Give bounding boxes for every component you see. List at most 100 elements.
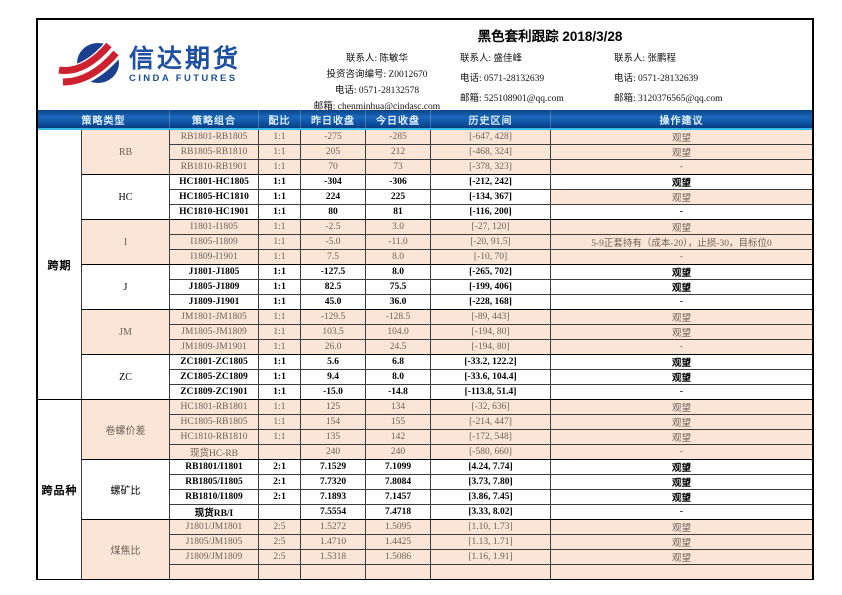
- cell-ratio: 2:1: [259, 490, 301, 505]
- cell-range: [1.10, 1.73]: [431, 520, 551, 535]
- cell-combo: J1801-J1805: [170, 265, 259, 280]
- cell-range: [-580, 660]: [431, 445, 551, 460]
- cell-advice: -: [551, 505, 812, 520]
- cell-today: 1.4425: [366, 535, 431, 550]
- group-label: 卷螺价差: [82, 400, 170, 460]
- cell-ratio: 2:5: [259, 550, 301, 565]
- cell-combo: HC1805-HC1810: [170, 190, 259, 205]
- column-header: 历史区间: [431, 110, 551, 128]
- contact-line: 邮箱: 3120376565@qq.com: [614, 94, 723, 104]
- cell-combo: HC1805-RB1805: [170, 415, 259, 430]
- cell-ratio: 1:1: [259, 205, 301, 220]
- cell-ratio: 1:1: [259, 190, 301, 205]
- cell-range: [1.16, 1.91]: [431, 550, 551, 565]
- cell-range: [-194, 80]: [431, 325, 551, 340]
- cell-ratio: 1:1: [259, 295, 301, 310]
- contact-line: 联系人: 张鹏程: [614, 54, 677, 64]
- cell-advice: 观望: [551, 415, 812, 430]
- column-header: 昨日收盘: [301, 110, 366, 128]
- cell-advice: 观望: [551, 175, 812, 190]
- cell-today: -128.5: [366, 310, 431, 325]
- cell-advice: 观望: [551, 220, 812, 235]
- cell-ratio: 1:1: [259, 280, 301, 295]
- cell-ratio: 1:1: [259, 250, 301, 265]
- cell-prev: 125: [301, 400, 366, 415]
- cell-range: [-228, 168]: [431, 295, 551, 310]
- cell-combo: ZC1801-ZC1805: [170, 355, 259, 370]
- cell-ratio: 1:1: [259, 340, 301, 355]
- brand-name-en: CINDA FUTURES: [129, 73, 238, 84]
- cell-range: [3.73, 7.80]: [431, 475, 551, 490]
- column-header: 今日收盘: [366, 110, 431, 128]
- cell-today: -306: [366, 175, 431, 190]
- cell-today: -14.8: [366, 385, 431, 400]
- cell-combo: RB1805-RB1810: [170, 145, 259, 160]
- cell-combo: JM1809-JM1901: [170, 340, 259, 355]
- cell-ratio: 1:1: [259, 415, 301, 430]
- cell-today: 1.5086: [366, 550, 431, 565]
- contact-column-2: 联系人: 盛佳峰 电话: 0571-28132639 邮箱: 525108901…: [460, 50, 614, 104]
- cell-range: [-89, 443]: [431, 310, 551, 325]
- cell-today: 73: [366, 160, 431, 175]
- cell-combo: I1805-I1809: [170, 235, 259, 250]
- cell-advice: 观望: [551, 265, 812, 280]
- cell-combo: J1805-J1809: [170, 280, 259, 295]
- cell-advice: 观望: [551, 430, 812, 445]
- cell-range: [-20, 91.5]: [431, 235, 551, 250]
- section-label: 跨品种: [38, 400, 82, 580]
- cell-ratio: 1:1: [259, 145, 301, 160]
- cell-combo: RB1801-RB1805: [170, 130, 259, 145]
- cell-today: 81: [366, 205, 431, 220]
- cell-combo: RB1810/I1809: [170, 490, 259, 505]
- cell-today: 240: [366, 445, 431, 460]
- cell-advice: 观望: [551, 460, 812, 475]
- cell-advice: 5-9正套持有（成本-20），止损-30，目标位0: [551, 235, 812, 250]
- cell-combo: JM1805-JM1809: [170, 325, 259, 340]
- cell-range: [-32, 636]: [431, 400, 551, 415]
- cell-today: 8.0: [366, 370, 431, 385]
- cell-advice: 观望: [551, 475, 812, 490]
- cell-advice: -: [551, 340, 812, 355]
- cell-advice: [551, 565, 812, 580]
- cell-combo: HC1801-RB1801: [170, 400, 259, 415]
- cell-today: [366, 565, 431, 580]
- brand-name-cn: 信达期货: [129, 45, 242, 73]
- cell-prev: 80: [301, 205, 366, 220]
- cell-today: -285: [366, 130, 431, 145]
- cell-advice: -: [551, 445, 812, 460]
- cell-prev: 7.1893: [301, 490, 366, 505]
- report-header: 信达期货 CINDA FUTURES 黑色套利跟踪 2018/3/28 联系人:…: [38, 20, 812, 112]
- cell-today: -11.0: [366, 235, 431, 250]
- cell-today: 212: [366, 145, 431, 160]
- cell-combo: [170, 565, 259, 580]
- cell-ratio: [259, 445, 301, 460]
- cell-prev: 70: [301, 160, 366, 175]
- cell-prev: 5.6: [301, 355, 366, 370]
- cell-ratio: 1:1: [259, 310, 301, 325]
- cell-ratio: 1:1: [259, 400, 301, 415]
- cell-combo: 现货HC-RB: [170, 445, 259, 460]
- cell-advice: 观望: [551, 310, 812, 325]
- cell-today: 7.1099: [366, 460, 431, 475]
- cell-today: 36.0: [366, 295, 431, 310]
- cell-ratio: [259, 505, 301, 520]
- contact-info: 联系人: 陈敏华 投资咨询编号: Z0012670 电话: 0571-28132…: [288, 50, 812, 112]
- cell-ratio: 1:1: [259, 160, 301, 175]
- contact-column-1: 联系人: 陈敏华 投资咨询编号: Z0012670 电话: 0571-28132…: [288, 50, 460, 112]
- cell-advice: 观望: [551, 535, 812, 550]
- cell-today: 75.5: [366, 280, 431, 295]
- cell-today: 7.4718: [366, 505, 431, 520]
- cell-prev: 205: [301, 145, 366, 160]
- cell-combo: RB1810-RB1901: [170, 160, 259, 175]
- group-label: ZC: [82, 355, 170, 400]
- cell-today: 3.0: [366, 220, 431, 235]
- column-header: 配比: [259, 110, 301, 128]
- cell-prev: 26.0: [301, 340, 366, 355]
- cell-combo: J1805/JM1805: [170, 535, 259, 550]
- cinda-swoosh-icon: [58, 37, 122, 94]
- cell-prev: -127.5: [301, 265, 366, 280]
- cell-ratio: 2:1: [259, 460, 301, 475]
- cell-range: [3.33, 8.02]: [431, 505, 551, 520]
- cell-range: [-134, 367]: [431, 190, 551, 205]
- cell-advice: -: [551, 295, 812, 310]
